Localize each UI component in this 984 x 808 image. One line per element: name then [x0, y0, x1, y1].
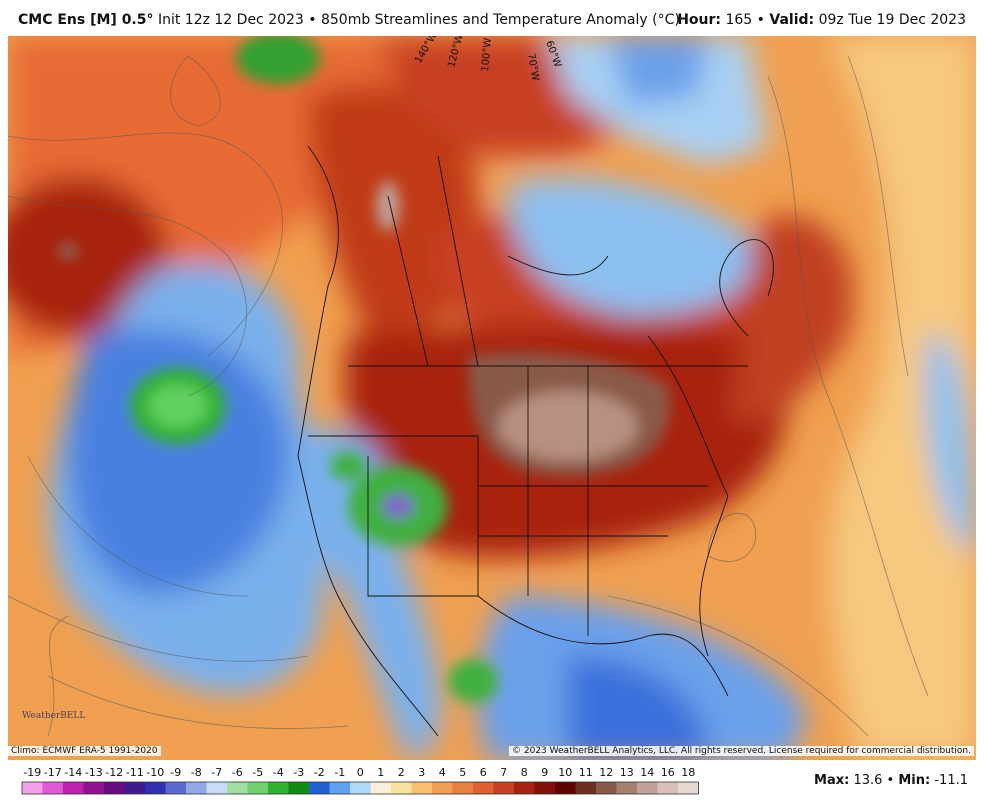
- colorbar-swatch: [104, 782, 125, 794]
- colorbar-label: -3: [293, 766, 304, 779]
- colorbar-swatch: [637, 782, 658, 794]
- colorbar-swatch: [288, 782, 309, 794]
- colorbar-label: -8: [191, 766, 202, 779]
- colorbar-swatch: [452, 782, 473, 794]
- streamlines: [8, 55, 929, 737]
- colorbar-swatch: [370, 782, 391, 794]
- colorbar-swatch: [575, 782, 596, 794]
- colorbar: -19 -17 -14 -13 -12 -11 -10 -9 -8 -7 -6 -5 -4 -3 -2 -1 0…: [21, 766, 699, 795]
- colorbar-label: 13: [620, 766, 634, 779]
- colorbar-label: 6: [480, 766, 487, 779]
- colorbar-swatch: [350, 782, 371, 794]
- colorbar-label: 10: [558, 766, 572, 779]
- colorbar-label: -11: [126, 766, 144, 779]
- separator: •: [886, 773, 895, 788]
- colorbar-label: -17: [44, 766, 62, 779]
- colorbar-label: 7: [500, 766, 507, 779]
- colorbar-label: -14: [64, 766, 82, 779]
- colorbar-swatch: [514, 782, 535, 794]
- title: Init 12z 12 Dec 2023 • 850mb Streamlines…: [157, 12, 680, 28]
- valid-value: 09z Tue 19 Dec 2023: [818, 12, 966, 28]
- colorbar-label: 14: [640, 766, 654, 779]
- colorbar-swatch: [309, 782, 330, 794]
- colorbar-swatch: [22, 782, 43, 794]
- min-label: Min:: [898, 773, 931, 788]
- colorbar-swatch: [329, 782, 350, 794]
- colorbar-swatch: [206, 782, 227, 794]
- colorbar-label: -19: [23, 766, 41, 779]
- colorbar-swatch: [616, 782, 637, 794]
- colorbar-swatch: [534, 782, 555, 794]
- colorbar-swatch: [247, 782, 268, 794]
- header-right: Hour: 165 • Valid: 09z Tue 19 Dec 2023: [677, 12, 966, 28]
- colorbar-label: 9: [541, 766, 548, 779]
- colorbar-label: 1: [377, 766, 384, 779]
- colorbar-swatch: [165, 782, 186, 794]
- colorbar-swatch: [83, 782, 104, 794]
- colorbar-label: -1: [334, 766, 345, 779]
- map: 140°W 120°W 100°W 70°W 60°W WeatherBELL: [8, 36, 976, 760]
- colorbar-swatch: [473, 782, 494, 794]
- colorbar-swatch: [432, 782, 453, 794]
- colorbar-swatch: [493, 782, 514, 794]
- colorbar-label: 3: [418, 766, 425, 779]
- colorbar-swatch: [145, 782, 166, 794]
- colorbar-label: 5: [459, 766, 466, 779]
- colorbar-label: -2: [314, 766, 325, 779]
- colorbar-swatch: [186, 782, 207, 794]
- colorbar-label: 12: [599, 766, 613, 779]
- colorbar-label: -9: [170, 766, 181, 779]
- colorbar-swatch: [411, 782, 432, 794]
- colorbar-label: 0: [357, 766, 364, 779]
- colorbar-label: -13: [85, 766, 103, 779]
- colorbar-swatch: [124, 782, 145, 794]
- colorbar-label: -12: [105, 766, 123, 779]
- colorbar-frame: [21, 781, 699, 795]
- model-name: CMC Ens [M] 0.5°: [18, 12, 154, 28]
- max-min: Max: 13.6 • Min: -11.1: [814, 773, 968, 788]
- colorbar-label: -10: [146, 766, 164, 779]
- colorbar-label: 16: [661, 766, 675, 779]
- colorbar-label: 2: [398, 766, 405, 779]
- colorbar-swatch: [596, 782, 617, 794]
- colorbar-label: 8: [521, 766, 528, 779]
- colorbar-label: 18: [681, 766, 695, 779]
- colorbar-swatch: [42, 782, 63, 794]
- max-label: Max:: [814, 773, 850, 788]
- valid-label: Valid:: [769, 12, 815, 28]
- colorbar-swatch: [391, 782, 412, 794]
- colorbar-swatch: [227, 782, 248, 794]
- colorbar-swatch: [63, 782, 84, 794]
- colorbar-label: -7: [211, 766, 222, 779]
- hour-value: 165: [725, 12, 753, 28]
- anomaly-field: 140°W 120°W 100°W 70°W 60°W WeatherBELL: [8, 36, 976, 760]
- header-left: CMC Ens [M] 0.5° Init 12z 12 Dec 2023 • …: [18, 12, 680, 28]
- colorbar-label: -4: [273, 766, 284, 779]
- lon-label: 70°W: [525, 53, 541, 82]
- climo-note: Climo: ECMWF ERA-5 1991-2020: [8, 746, 161, 756]
- hour-label: Hour:: [677, 12, 722, 28]
- boundaries: [297, 145, 774, 737]
- copyright: © 2023 WeatherBELL Analytics, LLC. All r…: [509, 746, 974, 756]
- colorbar-label: 4: [439, 766, 446, 779]
- colorbar-swatch: [268, 782, 289, 794]
- colorbar-label: -5: [252, 766, 263, 779]
- colorbar-swatch: [678, 782, 699, 794]
- logo: WeatherBELL: [22, 711, 85, 721]
- colorbar-label: -6: [232, 766, 243, 779]
- lon-label: 100°W: [480, 37, 494, 72]
- colorbar-label: 11: [579, 766, 593, 779]
- colorbar-swatch: [657, 782, 678, 794]
- separator: •: [756, 12, 765, 28]
- min-value: -11.1: [934, 773, 968, 788]
- colorbar-swatch: [555, 782, 576, 794]
- max-value: 13.6: [853, 773, 883, 788]
